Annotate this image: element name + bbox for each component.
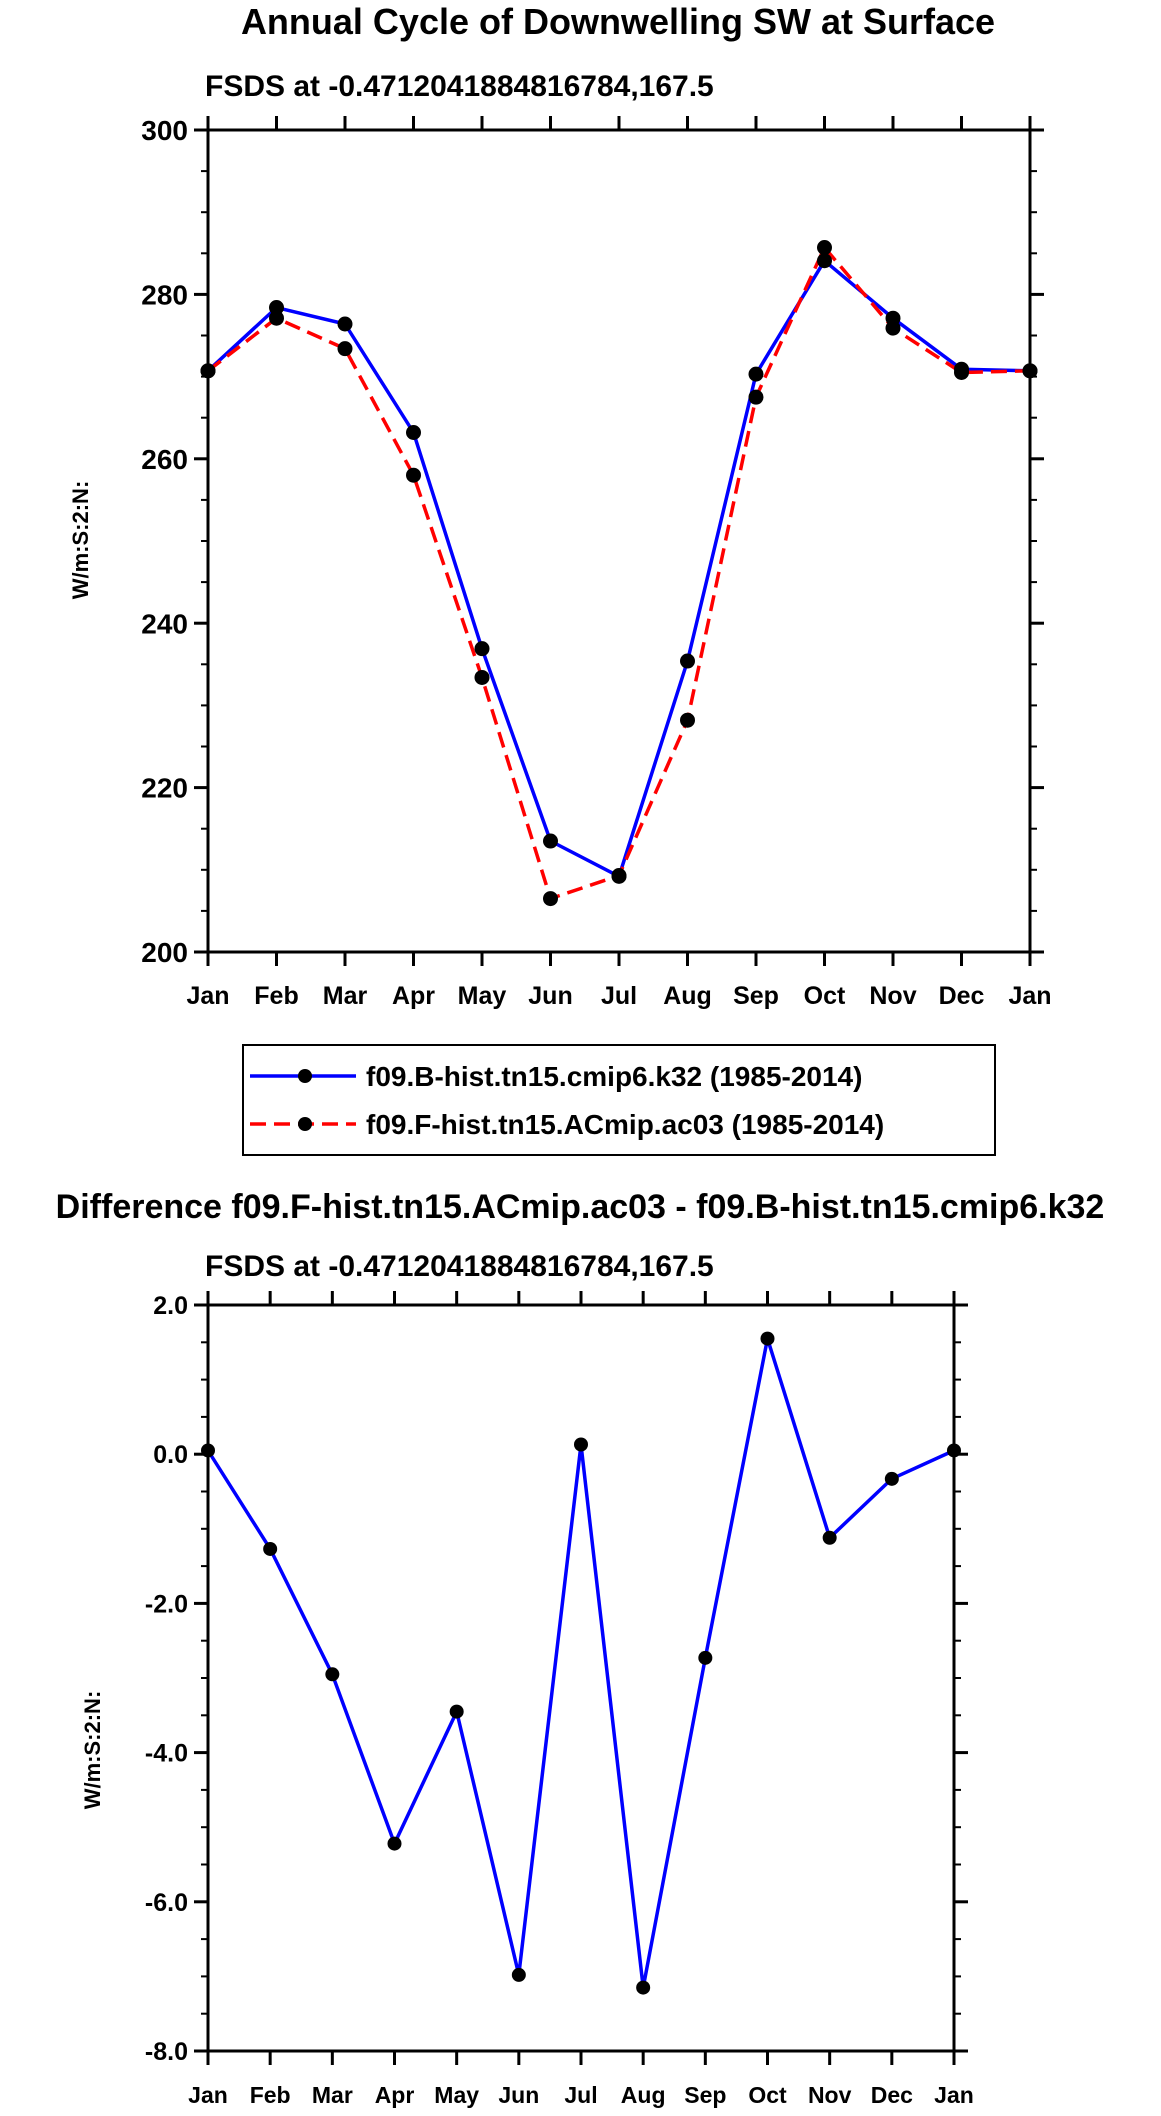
data-point-series-2 (817, 240, 832, 256)
data-point-series-1 (884, 1471, 899, 1486)
data-point-series-1 (698, 1650, 713, 1665)
x-tick-label: Dec (939, 982, 985, 1010)
x-tick-label: Aug (663, 982, 712, 1010)
x-tick-label: Apr (375, 2082, 415, 2108)
data-point-series-1 (269, 300, 284, 316)
data-point-series-2 (337, 341, 353, 357)
data-point-series-1 (337, 316, 353, 332)
x-tick-label: Sep (733, 982, 779, 1010)
data-point-series-1 (263, 1541, 278, 1556)
series-line-2 (206, 245, 1031, 901)
series-line-1 (206, 258, 1031, 879)
x-tick-label: Jun (528, 982, 572, 1010)
chart2-title: Difference f09.F-hist.tn15.ACmip.ac03 - … (56, 1188, 1105, 1226)
chart2-subtitle: FSDS at -0.4712041884816784,167.5 (205, 1250, 714, 1283)
chart2-series (201, 1331, 961, 1995)
data-point-series-2 (611, 868, 627, 884)
legend-label-series-2: f09.F-hist.tn15.ACmip.ac03 (1985-2014) (366, 1109, 884, 1140)
x-tick-label: Nov (808, 2082, 852, 2108)
chart1-series (200, 240, 1038, 907)
y-tick-label: 280 (141, 279, 188, 310)
data-point-series-1 (511, 1967, 526, 1982)
x-tick-label: May (434, 2082, 479, 2108)
y-tick-label: 240 (141, 608, 188, 639)
y-tick-label: 200 (141, 937, 188, 968)
chart1-frame (206, 128, 1032, 954)
y-tick-label: -8.0 (145, 2038, 188, 2066)
chart1-legend: f09.B-hist.tn15.cmip6.k32 (1985-2014) f0… (242, 1044, 996, 1156)
data-point-series-1 (574, 1437, 588, 1452)
x-tick-label: Apr (392, 982, 435, 1010)
x-tick-label: Nov (869, 982, 916, 1010)
data-point-series-2 (885, 320, 901, 336)
x-tick-label: Oct (804, 982, 846, 1010)
x-tick-label: Sep (684, 2082, 726, 2108)
chart1-ylabel: W/m:S:2:N: (68, 481, 93, 600)
chart2-frame (206, 1303, 956, 2053)
data-point-series-1 (822, 1530, 837, 1545)
data-point-series-1 (406, 424, 421, 440)
y-tick-label: 0.0 (153, 1441, 188, 1469)
y-tick-label: -2.0 (145, 1590, 188, 1618)
x-tick-label: Mar (312, 2082, 353, 2108)
y-tick-label: 220 (141, 773, 188, 804)
legend-label-series-1: f09.B-hist.tn15.cmip6.k32 (1985-2014) (366, 1061, 862, 1092)
data-point-series-2 (269, 310, 284, 326)
data-point-series-1 (387, 1836, 402, 1851)
x-tick-label: Jan (188, 2082, 228, 2108)
y-tick-label: -6.0 (145, 1889, 188, 1917)
chart1-axes: 200 220 240 260 280 300 Jan Feb Mar Apr May Jun Jul A… (141, 115, 1051, 1010)
data-point-series-2 (680, 712, 695, 728)
x-tick-label: Jul (601, 982, 637, 1010)
x-tick-label: Jan (934, 2082, 974, 2108)
data-point-series-1 (474, 641, 490, 657)
legend-box (242, 1044, 996, 1156)
data-point-series-1 (760, 1331, 775, 1346)
data-point-series-1 (680, 653, 695, 669)
data-point-series-2 (748, 389, 764, 405)
x-tick-label: Feb (254, 982, 298, 1010)
x-tick-label: Jan (1008, 982, 1051, 1010)
x-tick-label: Mar (323, 982, 368, 1010)
x-tick-label: Jan (186, 982, 229, 1010)
data-point-series-1 (449, 1704, 464, 1719)
data-point-series-2 (474, 669, 490, 685)
chart1-title: Annual Cycle of Downwelling SW at Surfac… (241, 1, 995, 42)
data-point-series-1 (748, 366, 764, 382)
data-point-series-2 (543, 891, 558, 907)
data-point-series-2 (954, 364, 969, 380)
data-point-series-2 (406, 467, 421, 483)
x-tick-label: Oct (748, 2082, 787, 2108)
difference-chart: Difference f09.F-hist.tn15.ACmip.ac03 - … (56, 1188, 1105, 2108)
chart1-subtitle: FSDS at -0.4712041884816784,167.5 (205, 70, 714, 103)
legend-marker-series-2 (298, 1117, 312, 1131)
chart2-axes: -8.0 -6.0 -4.0 -2.0 0.0 2.0 Jan Feb Mar Apr May Jun… (145, 1291, 974, 2108)
annual-cycle-chart: Annual Cycle of Downwelling SW at Surfac… (68, 1, 1052, 1156)
x-tick-label: Dec (871, 2082, 913, 2108)
x-tick-label: Aug (621, 2082, 666, 2108)
data-point-series-1 (636, 1980, 651, 1995)
x-tick-label: Jun (498, 2082, 539, 2108)
series-line-1 (206, 1336, 955, 1990)
data-point-series-1 (817, 253, 832, 269)
y-tick-label: -4.0 (145, 1740, 188, 1768)
x-tick-label: Jul (564, 2082, 597, 2108)
y-tick-label: 300 (141, 115, 188, 146)
chart2-ylabel: W/m:S:2:N: (80, 1691, 105, 1810)
x-tick-label: Feb (250, 2082, 291, 2108)
legend-marker-series-1 (298, 1069, 312, 1083)
data-point-series-1 (543, 833, 558, 849)
data-point-series-1 (325, 1667, 340, 1682)
y-tick-label: 260 (141, 444, 188, 475)
x-tick-label: May (458, 982, 507, 1010)
y-tick-label: 2.0 (153, 1292, 188, 1320)
